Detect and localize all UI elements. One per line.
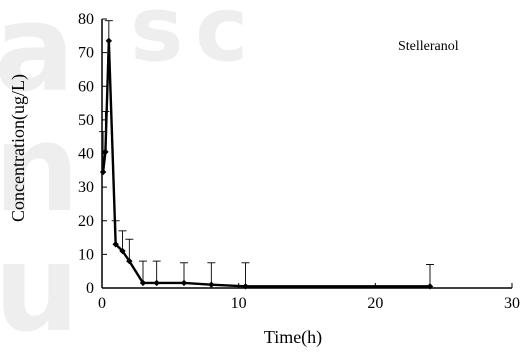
data-point bbox=[180, 279, 188, 287]
y-tick-label: 70 bbox=[78, 45, 94, 62]
data-point bbox=[99, 168, 107, 176]
x-tick-label: 0 bbox=[98, 295, 106, 312]
y-tick-label: 40 bbox=[78, 146, 94, 163]
series-line bbox=[101, 39, 430, 288]
data-point bbox=[139, 279, 147, 287]
y-tick-label: 0 bbox=[86, 280, 94, 297]
x-tick-label: 20 bbox=[367, 295, 383, 312]
data-point bbox=[208, 281, 215, 288]
watermark-glyph: s bbox=[130, 0, 184, 82]
x-axis-title: Time(h) bbox=[264, 327, 322, 348]
plot-area bbox=[99, 20, 434, 290]
watermark-glyph: c bbox=[195, 0, 248, 82]
series-label: Stelleranol bbox=[398, 39, 459, 54]
data-point bbox=[126, 257, 133, 265]
data-point bbox=[105, 37, 113, 45]
y-tick-label: 50 bbox=[78, 112, 94, 129]
data-point bbox=[102, 148, 109, 156]
data-point bbox=[112, 241, 119, 248]
y-tick-label: 30 bbox=[78, 179, 94, 196]
x-tick-label: 30 bbox=[504, 295, 520, 312]
data-point bbox=[119, 247, 126, 255]
watermark-glyph: n bbox=[0, 100, 79, 239]
x-tick-label: 10 bbox=[231, 295, 247, 312]
y-axis-title: Concentration(ug/L) bbox=[8, 74, 29, 222]
y-tick-label: 60 bbox=[78, 78, 94, 95]
y-tick-label: 80 bbox=[78, 11, 94, 28]
watermark: a n u s c bbox=[0, 0, 248, 359]
watermark-glyph: a bbox=[0, 0, 75, 119]
y-tick-label: 20 bbox=[78, 213, 94, 230]
data-point bbox=[153, 279, 160, 287]
watermark-glyph: u bbox=[0, 220, 79, 359]
y-tick-label: 10 bbox=[78, 246, 94, 263]
data-point bbox=[426, 283, 434, 290]
ticks: 0 10 20 30 40 50 60 70 80 0 10 20 30 bbox=[78, 11, 520, 312]
data-point bbox=[242, 283, 249, 290]
